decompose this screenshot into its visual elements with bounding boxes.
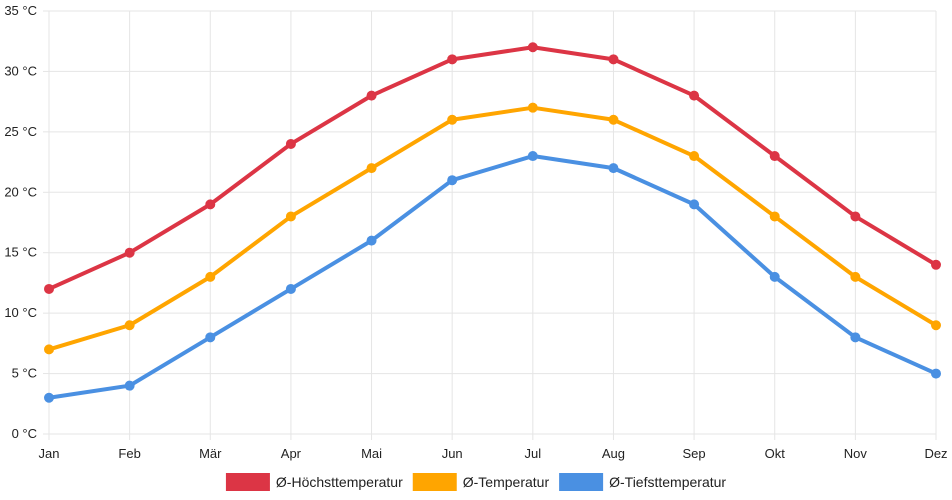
legend-item[interactable]: Ø-Höchsttemperatur [225, 473, 403, 491]
y-tick-label: 20 °C [4, 184, 37, 199]
data-point[interactable] [205, 332, 216, 343]
x-tick-label: Sep [683, 446, 706, 461]
data-point[interactable] [689, 199, 700, 210]
data-point[interactable] [931, 259, 941, 270]
data-point[interactable] [608, 163, 619, 174]
legend-item[interactable]: Ø-Temperatur [412, 473, 550, 491]
y-tick-label: 30 °C [4, 63, 37, 78]
data-point[interactable] [931, 368, 941, 379]
x-tick-label: Mai [361, 446, 382, 461]
data-point[interactable] [608, 54, 619, 65]
y-tick-label: 25 °C [4, 124, 37, 139]
x-tick-label: Aug [602, 446, 625, 461]
x-tick-label: Nov [844, 446, 868, 461]
data-point[interactable] [366, 235, 377, 246]
y-tick-label: 15 °C [4, 245, 37, 260]
data-point[interactable] [44, 392, 54, 403]
data-point[interactable] [366, 90, 377, 101]
data-point[interactable] [608, 114, 619, 125]
data-point[interactable] [124, 247, 135, 258]
series-3 [44, 151, 941, 403]
data-point[interactable] [44, 344, 54, 355]
data-point[interactable] [285, 211, 296, 222]
y-tick-label: 35 °C [4, 3, 37, 18]
x-tick-label: Dez [924, 446, 947, 461]
data-point[interactable] [285, 283, 296, 294]
data-point[interactable] [124, 380, 135, 391]
series-line [47, 105, 938, 352]
x-tick-label: Jan [39, 446, 60, 461]
x-tick-label: Jul [525, 446, 542, 461]
data-point[interactable] [44, 283, 54, 294]
legend-swatch [225, 473, 270, 491]
data-point[interactable] [527, 42, 538, 53]
data-point[interactable] [689, 90, 700, 101]
data-point[interactable] [447, 175, 458, 186]
x-tick-label: Jun [442, 446, 463, 461]
data-point[interactable] [366, 163, 377, 174]
legend-label: Ø-Temperatur [463, 474, 550, 490]
data-point[interactable] [124, 320, 135, 331]
y-tick-label: 5 °C [12, 366, 37, 381]
data-point[interactable] [769, 271, 780, 282]
data-point[interactable] [527, 102, 538, 113]
series-1 [44, 42, 941, 294]
data-point[interactable] [205, 199, 216, 210]
series-layer [44, 42, 941, 403]
y-tick-label: 10 °C [4, 305, 37, 320]
x-tick-label: Mär [199, 446, 222, 461]
series-line [47, 45, 938, 291]
data-point[interactable] [769, 151, 780, 162]
data-point[interactable] [850, 211, 861, 222]
legend-label: Ø-Tiefsttemperatur [609, 474, 726, 490]
x-tick-label: Apr [281, 446, 302, 461]
x-tick-label: Feb [118, 446, 140, 461]
data-point[interactable] [205, 271, 216, 282]
x-axis: Jan Feb Mär Apr Mai Jun Jul Aug Sep Okt Nov Dez [39, 446, 948, 461]
legend-swatch [559, 473, 604, 491]
grid-lines [48, 10, 937, 440]
legend-item[interactable]: Ø-Tiefsttemperatur [559, 473, 726, 491]
x-tick-label: Okt [765, 446, 786, 461]
data-point[interactable] [447, 114, 458, 125]
data-point[interactable] [850, 271, 861, 282]
legend-swatch [412, 473, 457, 491]
data-point[interactable] [769, 211, 780, 222]
data-point[interactable] [447, 54, 458, 65]
data-point[interactable] [285, 138, 296, 149]
series-line [47, 154, 938, 400]
y-tick-label: 0 °C [12, 426, 37, 441]
data-point[interactable] [931, 320, 941, 331]
y-axis: 0 °C 5 °C 10 °C 15 °C 20 °C 25 °C 30 °C 35 °C [4, 3, 49, 441]
data-point[interactable] [527, 151, 538, 162]
data-point[interactable] [689, 151, 700, 162]
data-point[interactable] [850, 332, 861, 343]
legend: Ø-Höchsttemperatur Ø-Temperatur Ø-Tiefstte… [225, 473, 726, 491]
legend-label: Ø-Höchsttemperatur [276, 474, 403, 490]
series-2 [44, 102, 941, 355]
